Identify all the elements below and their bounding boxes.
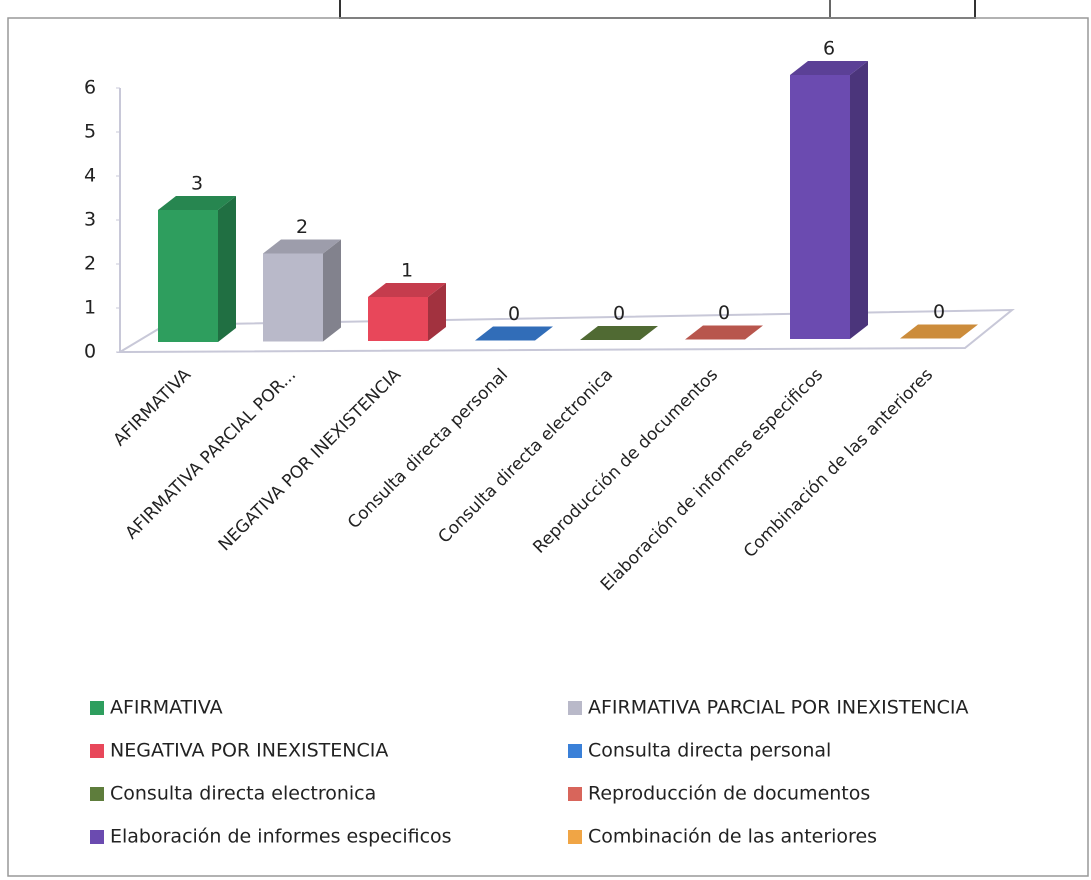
y-tick-label: 6 (84, 77, 96, 99)
x-tick-label: AFIRMATIVA (110, 365, 196, 451)
legend-label: Combinación de las anteriores (588, 826, 877, 848)
bar-side (850, 61, 868, 339)
x-tick-label: AFIRMATIVA PARCIAL POR... (122, 365, 300, 543)
data-label: 0 (613, 303, 625, 325)
table-fragment (339, 0, 976, 19)
y-tick-label: 4 (84, 165, 96, 187)
legend-swatch (568, 830, 582, 844)
y-tick-label: 3 (84, 209, 96, 231)
data-label: 6 (823, 38, 835, 60)
x-tick-label: NEGATIVA POR INEXISTENCIA (215, 365, 406, 556)
bar-front (158, 210, 218, 342)
data-label: 0 (933, 301, 945, 323)
bar-front (263, 253, 323, 342)
bar-top (685, 325, 763, 340)
legend-label: AFIRMATIVA (110, 697, 223, 719)
data-label: 3 (191, 173, 203, 195)
chart-frame (7, 17, 1089, 877)
bar-top (368, 283, 446, 297)
bar-top (158, 196, 236, 210)
y-tick-label: 1 (84, 297, 96, 319)
data-label: 0 (718, 302, 730, 324)
legend-swatch (90, 701, 104, 715)
bar-top (790, 61, 868, 75)
y-tick-label: 2 (84, 253, 96, 275)
data-label: 2 (296, 216, 308, 238)
legend-swatch (90, 744, 104, 758)
y-tick-label: 0 (84, 341, 96, 363)
legend-swatch (90, 830, 104, 844)
x-tick-label: Elaboración de informes especificos (597, 365, 827, 595)
bar-top (900, 324, 978, 339)
x-tick-label: Reproducción de documentos (529, 365, 722, 558)
legend-label: NEGATIVA POR INEXISTENCIA (110, 740, 388, 762)
bar-top (580, 326, 658, 340)
legend-label: Elaboración de informes especificos (110, 826, 452, 848)
data-label: 0 (508, 303, 520, 325)
bar-top (263, 239, 341, 254)
bar-top (475, 326, 553, 341)
x-tick-label: Combinación de las anteriores (740, 365, 937, 562)
legend-swatch (568, 701, 582, 715)
legend-swatch (568, 744, 582, 758)
legend-label: Reproducción de documentos (588, 783, 870, 805)
data-label: 1 (401, 260, 413, 282)
bar-side (323, 239, 341, 342)
bar-side (218, 196, 236, 342)
legend-swatch (568, 787, 582, 801)
bar-front (368, 297, 428, 341)
legend-label: Consulta directa personal (588, 740, 831, 762)
legend-label: Consulta directa electronica (110, 783, 376, 805)
floor (116, 308, 1015, 354)
legend-swatch (90, 787, 104, 801)
bar-side (428, 283, 446, 341)
bar-front (790, 75, 850, 339)
y-tick-label: 5 (84, 121, 96, 143)
legend-label: AFIRMATIVA PARCIAL POR INEXISTENCIA (588, 697, 969, 719)
x-tick-label: Consulta directa electronica (434, 365, 617, 548)
